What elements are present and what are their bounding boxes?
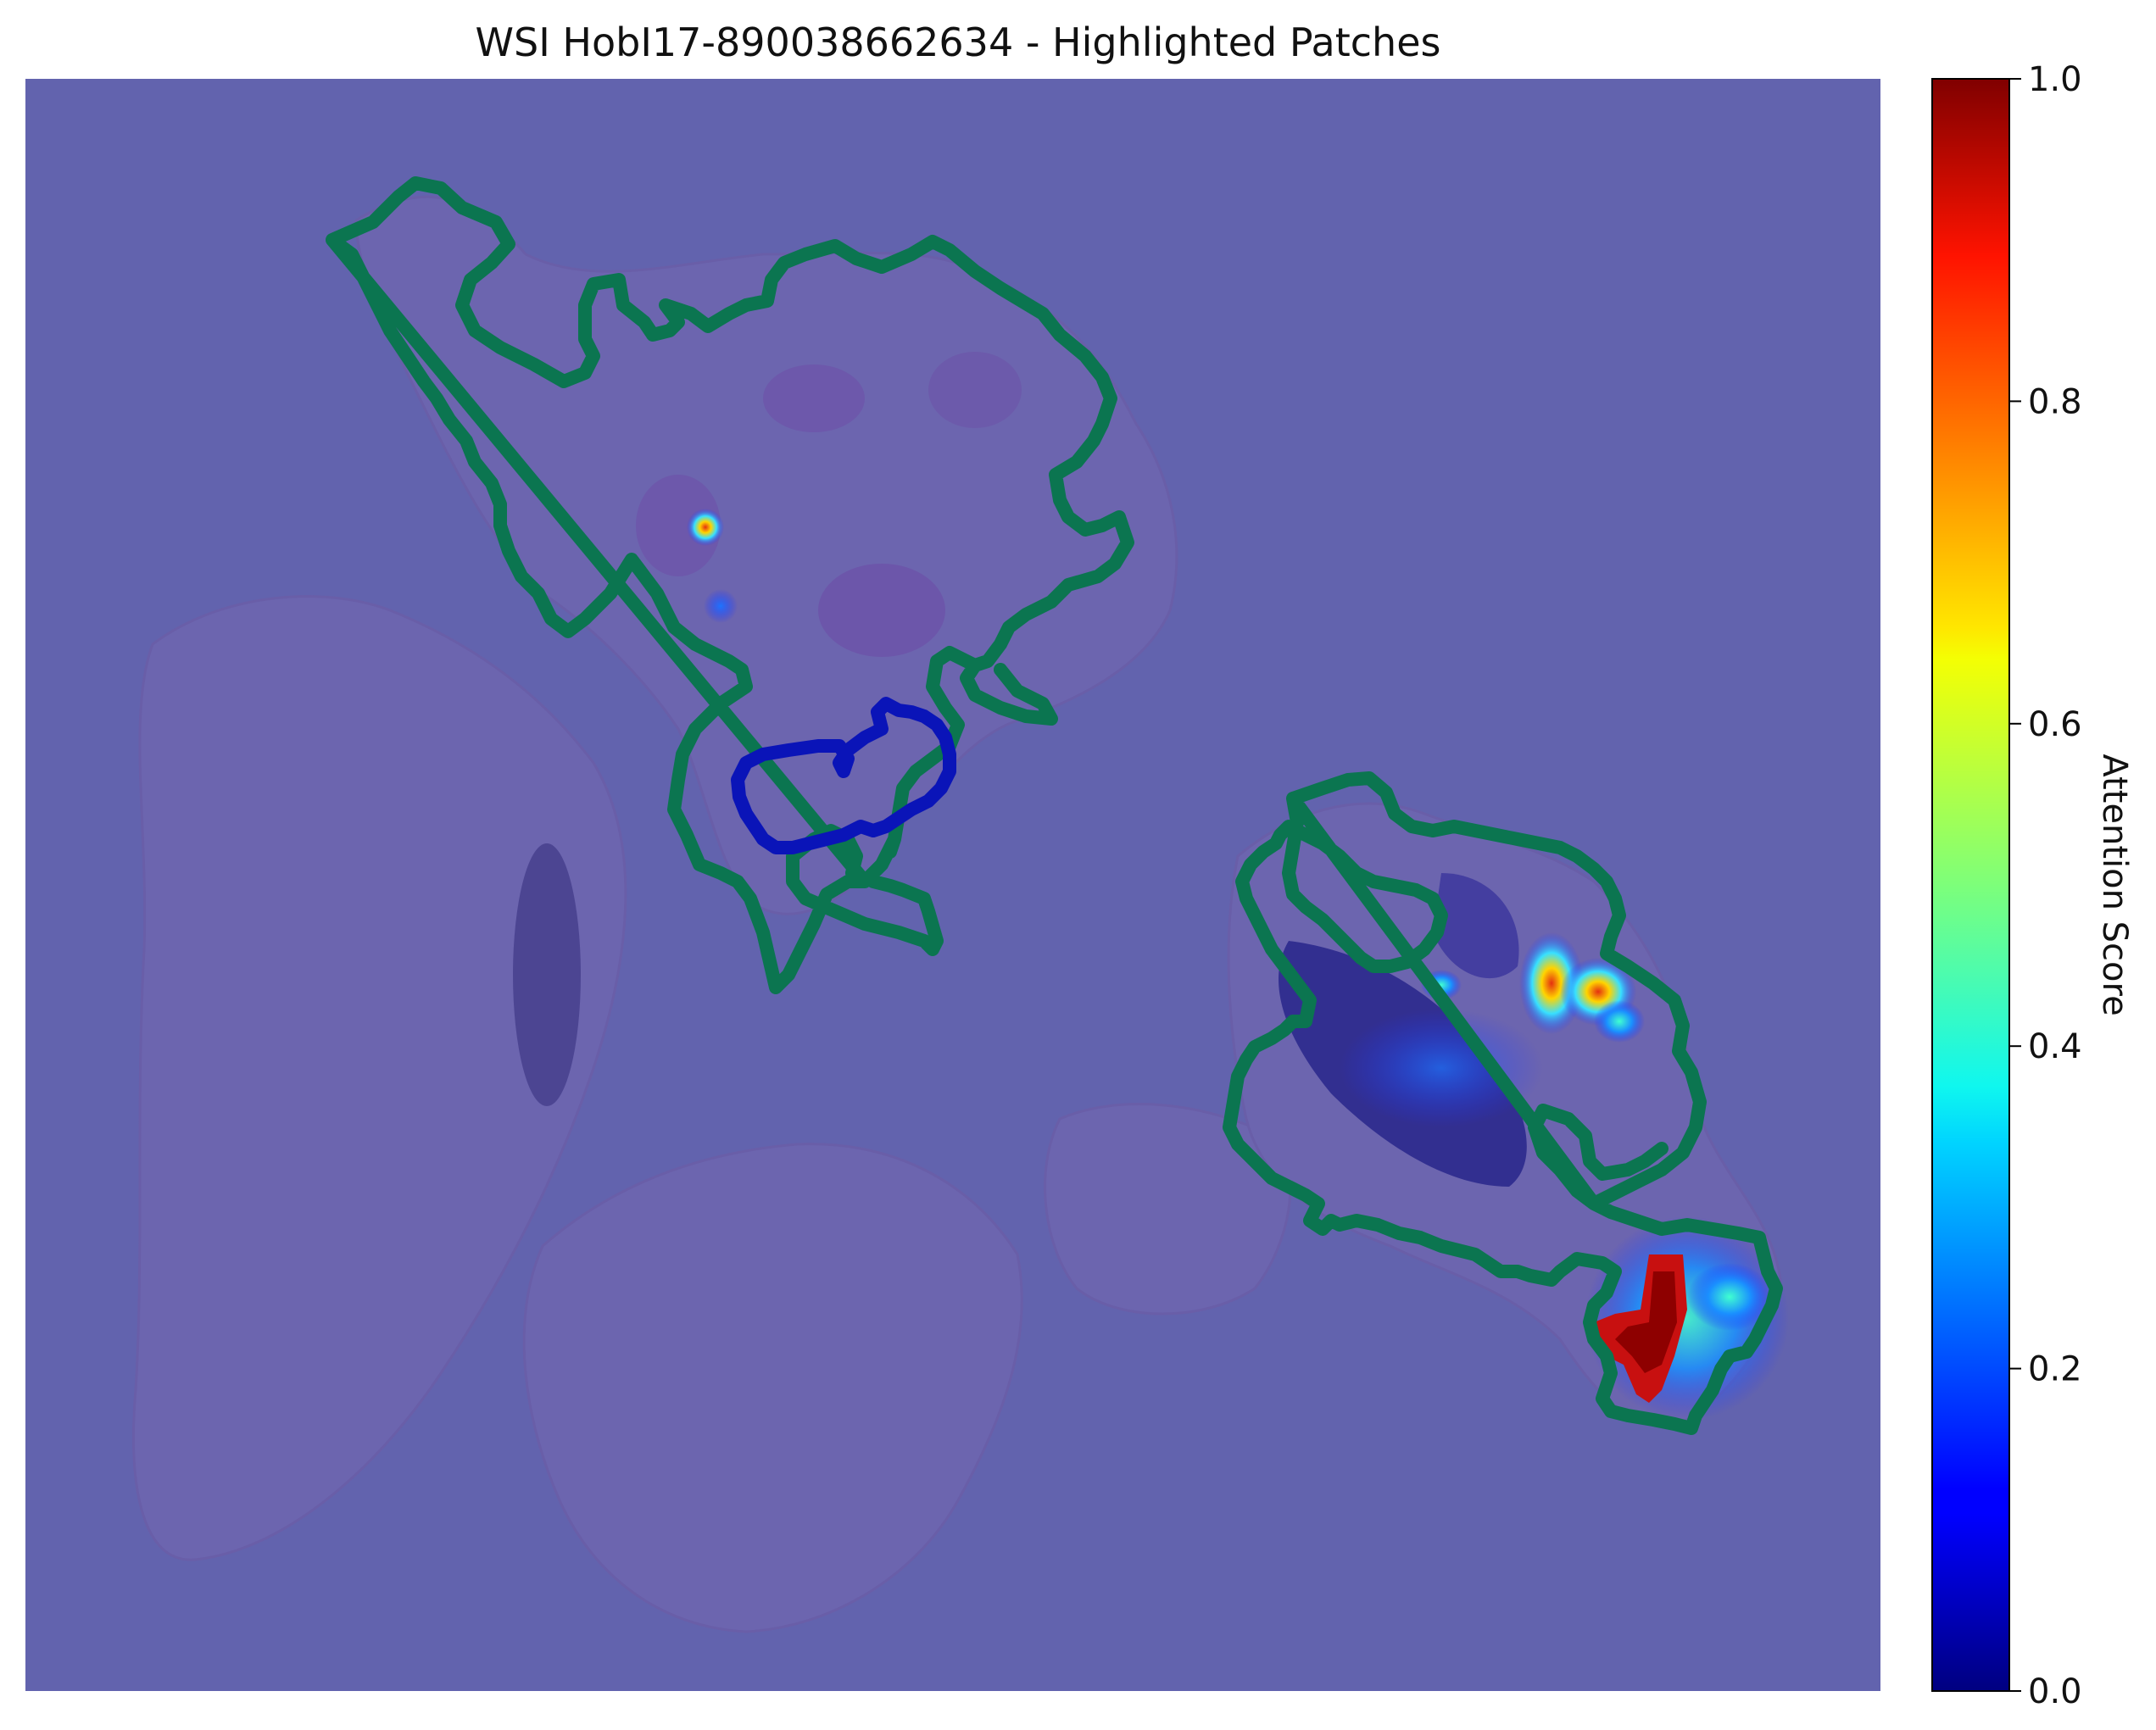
colorbar-tick-label: 0.0 <box>2028 1672 2082 1711</box>
colorbar-tick-label: 0.2 <box>2028 1350 2082 1389</box>
annotation-outlines <box>326 176 1783 1435</box>
attention-heat <box>687 509 1789 1420</box>
colorbar-tick-label: 0.8 <box>2028 382 2082 421</box>
chart-title: WSI HobI17-890038662634 - Highlighted Pa… <box>476 19 1441 65</box>
tissue-right-faint <box>1044 1103 1292 1316</box>
hotspot-right-spread <box>1340 1009 1543 1127</box>
tissue-bottom-center <box>522 1143 1023 1633</box>
other-outline <box>731 697 956 854</box>
colorbar-tick-label: 1.0 <box>2028 60 2082 99</box>
colorbar-gradient <box>1931 78 2010 1692</box>
purple-tissue-4 <box>928 352 1022 428</box>
colorbar-label: Attention Score <box>2095 754 2134 1015</box>
tissue-left-strip <box>132 595 627 1561</box>
dark-tissue-right-2 <box>1433 873 1519 979</box>
hotspot-lower-right-east <box>1687 1263 1772 1331</box>
purple-tissue-1 <box>818 564 945 657</box>
tumor-outline-right <box>1223 771 1783 1435</box>
hotspot-lower-right-core-dark <box>1615 1271 1677 1373</box>
dark-tissue-node <box>513 843 581 1106</box>
colorbar-tick-label: 0.6 <box>2028 705 2082 744</box>
hotspot-upper-left-low <box>704 589 738 623</box>
colorbar-ticks: 0.0 0.2 0.4 0.6 0.8 1.0 <box>2009 60 2082 1711</box>
hotspot-upper-left <box>687 509 724 546</box>
colorbar: 0.0 0.2 0.4 0.6 0.8 1.0 Attention Score <box>1931 60 2134 1711</box>
wsi-image-panel <box>25 79 1880 1691</box>
colorbar-tick-label: 0.4 <box>2028 1027 2082 1066</box>
hotspot-right-center-c <box>1594 1000 1645 1043</box>
purple-tissue-3 <box>636 475 721 576</box>
purple-tissue-2 <box>763 364 865 432</box>
tumor-outline-upper <box>326 176 1134 994</box>
